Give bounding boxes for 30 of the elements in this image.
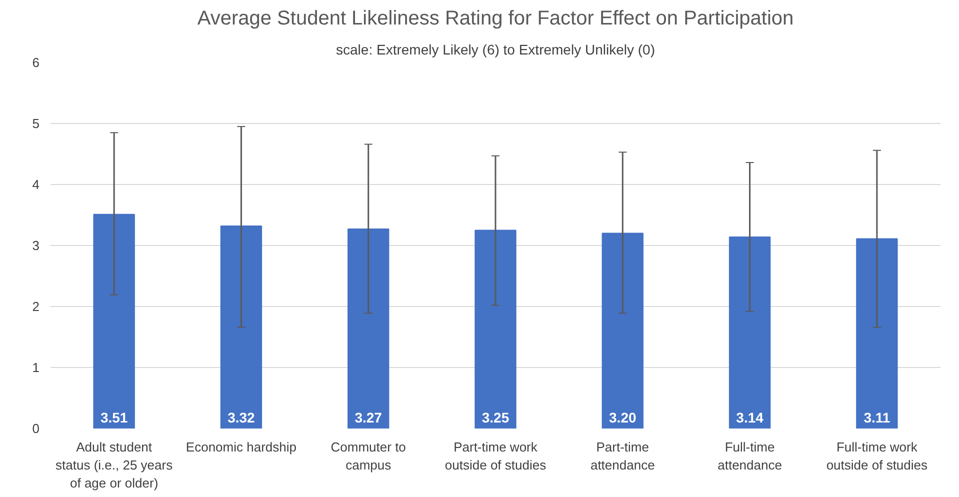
y-tick-label: 2: [32, 299, 40, 314]
y-tick-label: 5: [32, 116, 40, 131]
data-label: 3.32: [228, 410, 256, 426]
data-label: 3.51: [100, 410, 128, 426]
bar: [728, 236, 771, 428]
x-tick-label: Part-time attendance: [590, 440, 655, 472]
bar: [474, 230, 516, 428]
x-tick-label: Full-time work outside of studies: [826, 440, 928, 472]
bar: [220, 225, 262, 428]
x-tick-label: Part-time work outside of studies: [444, 440, 547, 472]
data-label: 3.14: [736, 410, 764, 426]
x-tick-label: Commuter to campus: [330, 440, 406, 472]
y-tick-label: 6: [32, 55, 40, 70]
data-label: 3.27: [354, 410, 382, 426]
y-tick-label: 4: [32, 177, 40, 192]
bar: [856, 238, 898, 428]
data-label: 3.11: [864, 410, 890, 426]
y-tick-label: 1: [32, 360, 40, 375]
chart-title: Average Student Likeliness Rating for Factor Effect on Participation: [197, 8, 794, 30]
x-tick-label: Economic hardship: [186, 440, 296, 454]
data-label: 3.20: [609, 410, 636, 426]
bar: [348, 228, 390, 428]
data-label: 3.25: [482, 410, 510, 426]
y-tick-label: 0: [32, 421, 40, 436]
x-tick-label: Adult student status (i.e., 25 years of age or older): [56, 440, 174, 490]
y-tick-label: 3: [32, 238, 40, 253]
x-tick-label: Full-time attendance: [718, 440, 782, 472]
bar: [93, 214, 135, 428]
chart-subtitle: scale: Extremely Likely (6) to Extremely Unlikely (0): [336, 42, 655, 58]
bar: [602, 232, 644, 428]
